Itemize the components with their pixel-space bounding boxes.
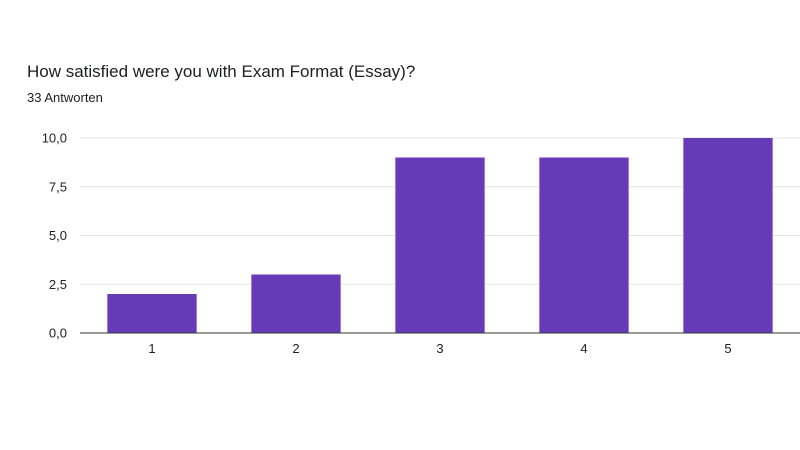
- x-axis-ticks: 1 2 3 4 5: [148, 341, 731, 356]
- x-tick-label: 2: [292, 341, 299, 356]
- chart-title: How satisfied were you with Exam Format …: [27, 62, 416, 81]
- bar-3: [395, 157, 485, 333]
- y-tick-label: 10,0: [42, 131, 67, 146]
- bar-4: [539, 157, 629, 333]
- x-tick-label: 3: [436, 341, 443, 356]
- bar-2: [251, 274, 341, 333]
- x-tick-label: 5: [724, 341, 731, 356]
- y-axis-ticks: 0,0 2,5 5,0 7,5 10,0: [42, 131, 67, 341]
- y-tick-label: 7,5: [49, 179, 67, 194]
- bar-5: [683, 138, 773, 333]
- x-tick-label: 1: [148, 341, 155, 356]
- y-tick-label: 5,0: [49, 228, 67, 243]
- y-tick-label: 0,0: [49, 326, 67, 341]
- x-tick-label: 4: [580, 341, 587, 356]
- y-tick-label: 2,5: [49, 277, 67, 292]
- response-count: 33 Antworten: [27, 90, 103, 105]
- bars: [107, 138, 773, 333]
- bar-1: [107, 294, 197, 333]
